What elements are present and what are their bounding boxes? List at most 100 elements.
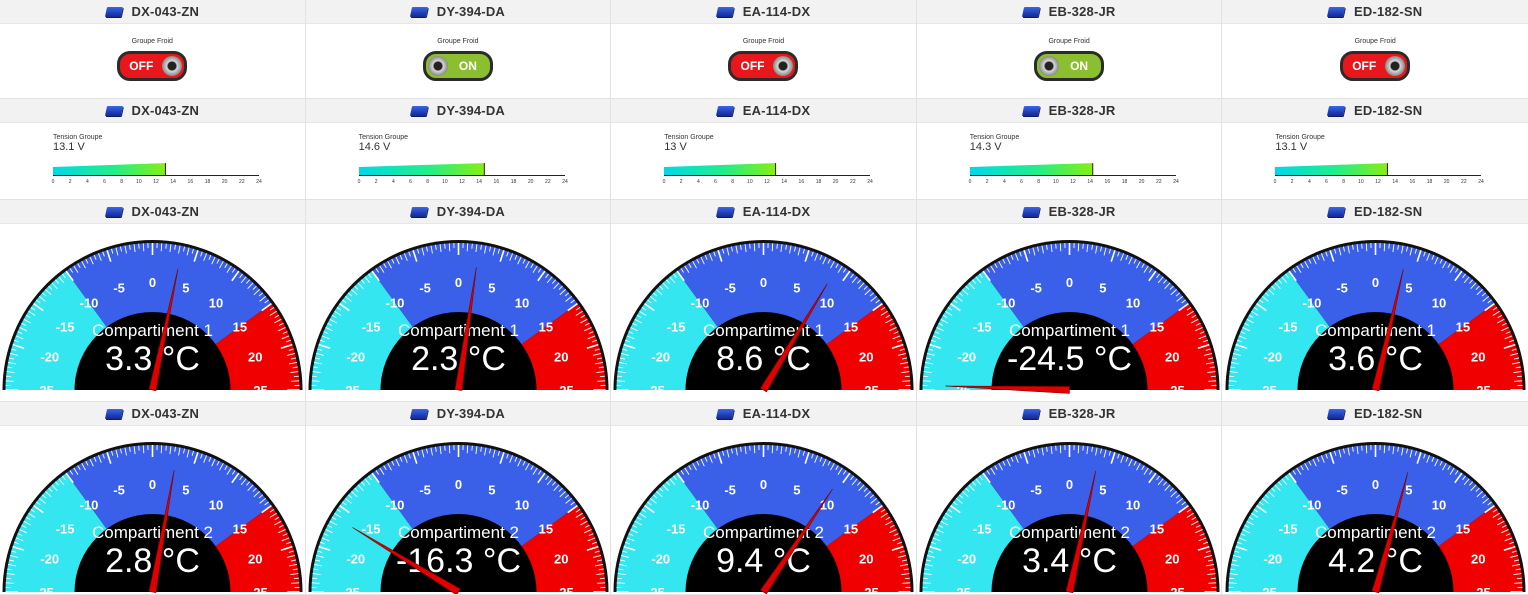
vehicle-header: DY-394-DA: [305, 99, 611, 123]
gauge-tick: [922, 582, 931, 584]
gauge-tick: [1120, 455, 1124, 463]
gauge-tick: [292, 568, 298, 571]
gauge-tick: [1483, 504, 1495, 514]
gauge-tick: [1110, 249, 1116, 262]
gauge-scale-label: -5: [1030, 280, 1042, 295]
tension-tick-label: 2: [986, 179, 989, 185]
gauge-tick: [38, 295, 46, 302]
gauge-tick: [48, 487, 53, 492]
gauge-tick: [89, 256, 94, 265]
gauge-tick: [1454, 268, 1459, 273]
group-froid-toggle[interactable]: OFF: [728, 51, 799, 81]
gauge-tick: [488, 246, 491, 252]
gauge-tick: [226, 265, 232, 273]
gauge-tick: [929, 545, 942, 552]
gauge-tick: [922, 380, 931, 382]
tension-tick-label: 4: [392, 179, 395, 185]
gauge-tick: [17, 331, 23, 335]
gauge-tick: [551, 481, 556, 486]
gauge-tick: [1170, 491, 1177, 498]
vehicle-header: EB-328-JR: [916, 0, 1222, 24]
gauge-tick: [598, 568, 604, 571]
gauge-tick: [1164, 484, 1171, 491]
gauge-tick: [341, 501, 347, 506]
gauge-tick: [673, 475, 678, 481]
gauge-tick: [231, 472, 240, 484]
gauge-tick: [971, 279, 976, 284]
gauge-tick: [851, 276, 858, 284]
gauge-tick: [623, 343, 636, 350]
gauge-tick: [1505, 533, 1511, 537]
gauge-tick: [1199, 331, 1205, 335]
tension-tick-label: 4: [86, 179, 89, 185]
gauge-tick: [680, 268, 685, 273]
gauge-tick: [30, 307, 36, 311]
gauge-tick: [1324, 251, 1328, 257]
gauge-tick: [536, 472, 546, 484]
group-froid-toggle[interactable]: ON: [422, 51, 493, 81]
gauge-tick: [1190, 318, 1199, 324]
gauge-tick: [564, 295, 572, 302]
gauge-tick: [395, 458, 400, 467]
gauge-tick: [1383, 445, 1385, 454]
gauge-tick: [290, 573, 299, 576]
group-froid-toggle[interactable]: OFF: [117, 51, 188, 81]
gauge-tick: [160, 243, 163, 252]
gauge-tick: [947, 509, 953, 513]
gauge-tick: [1103, 449, 1107, 458]
gauge-tick: [278, 529, 286, 534]
tension-tick-label: 14: [476, 179, 482, 185]
gauge-tick: [1023, 451, 1029, 464]
gauge-tick: [656, 491, 663, 498]
group-froid-toggle[interactable]: OFF: [1340, 51, 1411, 81]
gauge-tick: [216, 258, 220, 264]
gauge-tick: [811, 251, 814, 257]
gauge-tick: [588, 533, 594, 537]
gauge-tick: [692, 260, 698, 269]
gauge-tick: [115, 449, 119, 458]
gauge-tick: [290, 559, 297, 562]
gauge-tick: [1342, 448, 1345, 454]
gauge-tick: [312, 568, 318, 571]
truck-icon: [1326, 408, 1346, 419]
gauge-tick: [1232, 353, 1241, 356]
gauge-tick: [940, 520, 948, 526]
gauge-tick: [1425, 455, 1430, 463]
gauge-tick: [1405, 246, 1408, 252]
gauge-tick: [1236, 541, 1242, 545]
tension-tick-label: 20: [527, 179, 533, 185]
gauge-tick: [1094, 447, 1098, 456]
gauge-tick: [186, 247, 190, 256]
gauge-tick: [58, 478, 65, 486]
vehicle-plate: EB-328-JR: [1048, 103, 1116, 118]
gauge-tick: [1207, 371, 1216, 374]
toggle-knob-icon: [1385, 56, 1406, 76]
gauge-tick: [28, 310, 36, 316]
gauge-tick: [564, 494, 569, 499]
gauge-tick: [890, 322, 895, 326]
gauge-tick: [1329, 451, 1335, 464]
gauge-tick: [7, 568, 13, 571]
gauge-tick: [193, 249, 199, 262]
toggle-state-text: OFF: [1352, 59, 1377, 73]
gauge-tick: [1255, 302, 1267, 312]
gauge-tick: [965, 285, 970, 290]
gauge-tick: [382, 263, 387, 269]
gauge-tick: [653, 494, 658, 499]
tension-tick-label: 14: [1393, 179, 1399, 185]
gauge-tick: [434, 446, 437, 452]
gauge-tick: [226, 467, 232, 475]
gauge-tick: [1503, 343, 1516, 350]
tension-tick-label: 20: [222, 179, 228, 185]
tension-tick-label: 22: [545, 179, 551, 185]
gauge-scale-label: -15: [56, 320, 75, 335]
tension-tick-label: 0: [357, 179, 360, 185]
gauge-tick: [1125, 456, 1129, 462]
gauge-scale-label: 0: [760, 275, 767, 290]
gauge-tick: [364, 478, 370, 486]
gauge-tick: [1511, 362, 1520, 365]
gauge-scale-label: 0: [454, 275, 461, 290]
gauge-tick: [662, 282, 669, 289]
group-froid-toggle[interactable]: ON: [1034, 51, 1105, 81]
gauge-tick: [704, 456, 708, 462]
